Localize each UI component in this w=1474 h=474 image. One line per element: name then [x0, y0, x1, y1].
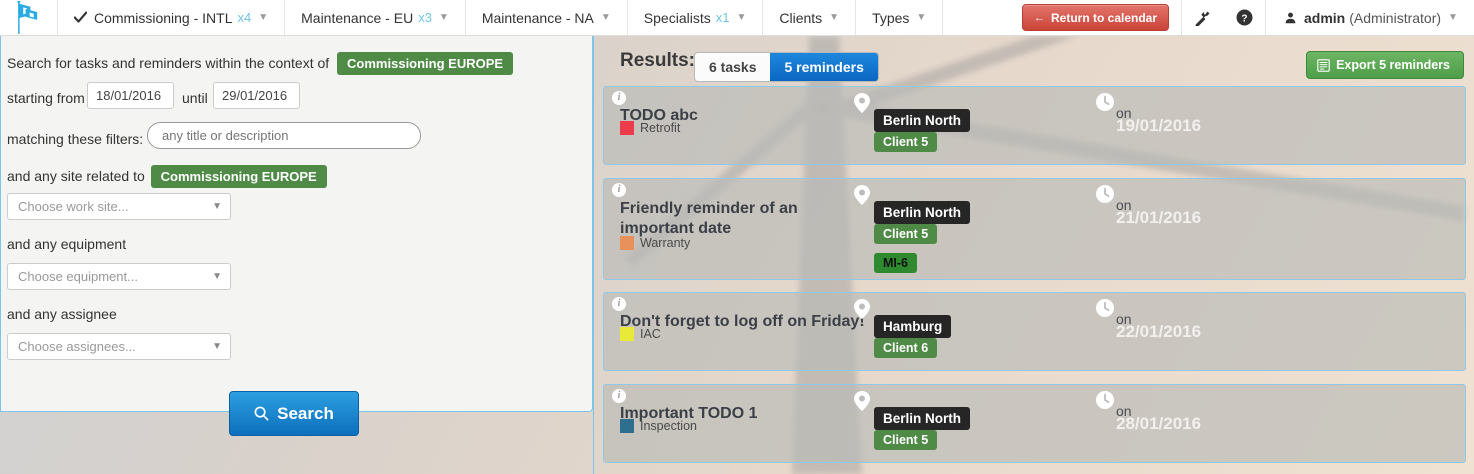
- svg-text:?: ?: [1241, 13, 1247, 24]
